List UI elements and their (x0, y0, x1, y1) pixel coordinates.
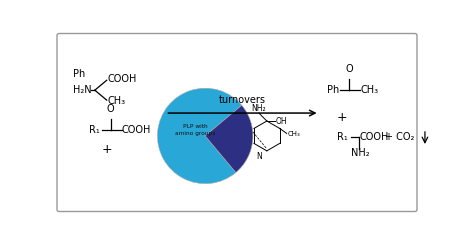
Text: Ph: Ph (328, 85, 340, 95)
Wedge shape (205, 105, 253, 173)
Text: PLP with
amino groups: PLP with amino groups (175, 124, 215, 136)
Text: NH₂: NH₂ (252, 104, 266, 113)
Text: OH: OH (276, 117, 287, 125)
Text: CH₃: CH₃ (360, 85, 378, 95)
Text: N: N (256, 152, 262, 161)
Text: R₁: R₁ (337, 132, 348, 142)
Text: H₂N: H₂N (73, 85, 91, 95)
Text: turnovers: turnovers (219, 95, 266, 105)
FancyBboxPatch shape (57, 33, 417, 212)
Text: R₁: R₁ (89, 125, 100, 135)
Text: CH₃: CH₃ (288, 131, 301, 137)
Text: NH₂: NH₂ (351, 148, 370, 158)
Text: COOH: COOH (108, 74, 137, 84)
Text: + CO₂: + CO₂ (385, 132, 415, 142)
Text: +: + (101, 143, 112, 156)
Text: O: O (346, 64, 353, 74)
Text: Ph: Ph (73, 69, 85, 79)
Text: CH₃: CH₃ (108, 96, 126, 106)
Text: COOH: COOH (122, 125, 151, 135)
Wedge shape (157, 88, 242, 184)
Text: COOH: COOH (359, 132, 389, 142)
Text: +: + (337, 111, 348, 124)
Text: O: O (107, 104, 115, 114)
